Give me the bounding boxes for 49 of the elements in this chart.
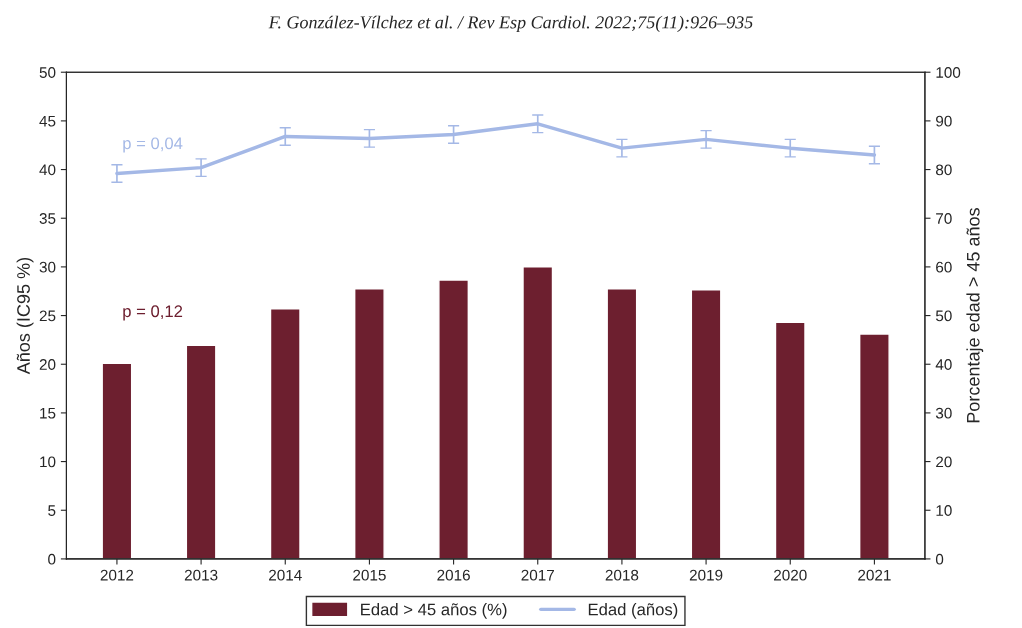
y2-tick-label: 90 bbox=[936, 115, 952, 127]
legend-label: Edad > 45 años (%) bbox=[361, 603, 507, 619]
x-tick-label: 2013 bbox=[184, 569, 218, 581]
bar bbox=[185, 344, 217, 559]
y2-tick-label: 80 bbox=[935, 164, 952, 176]
bar bbox=[606, 288, 638, 559]
x-tick-label: 2012 bbox=[100, 569, 134, 581]
bar bbox=[353, 288, 385, 559]
y2-tick-label: 60 bbox=[936, 261, 952, 273]
bar bbox=[101, 362, 133, 559]
annotation: p = 0,04 bbox=[123, 137, 183, 153]
legend-label: Edad (años) bbox=[588, 603, 678, 619]
x-tick-label: 2014 bbox=[269, 569, 302, 581]
y2-tick-label: 20 bbox=[936, 456, 952, 468]
y-tick-label: 40 bbox=[39, 164, 56, 176]
y-tick-label: 25 bbox=[39, 310, 56, 322]
x-tick-label: 2018 bbox=[605, 569, 639, 581]
x-tick-label: 2021 bbox=[858, 569, 891, 581]
y-tick-label: 10 bbox=[40, 456, 56, 468]
bar bbox=[438, 279, 470, 559]
y2-tick-label: 50 bbox=[935, 310, 952, 322]
y-tick-label: 50 bbox=[39, 67, 56, 78]
y-tick-label: 20 bbox=[39, 359, 56, 370]
bar bbox=[522, 266, 554, 559]
y-tick-label: 30 bbox=[39, 261, 56, 273]
y2-axis-title: Porcentaje edad > 45 años bbox=[966, 208, 984, 423]
y2-tick-label: 30 bbox=[935, 407, 952, 419]
y2-tick-label: 0 bbox=[935, 553, 944, 565]
y-axis-title: Años (IC95 %) bbox=[16, 257, 34, 375]
bar bbox=[690, 289, 722, 559]
y2-tick-label: 100 bbox=[936, 67, 961, 78]
y2-tick-label: 10 bbox=[936, 505, 952, 516]
x-tick-label: 2015 bbox=[353, 569, 386, 581]
bar bbox=[269, 308, 301, 559]
y2-tick-label: 40 bbox=[935, 359, 952, 370]
y-tick-label: 0 bbox=[48, 553, 56, 565]
y-tick-label: 45 bbox=[39, 115, 56, 127]
x-tick-label: 2017 bbox=[521, 569, 554, 581]
y-tick-label: 5 bbox=[48, 505, 56, 516]
bar bbox=[774, 321, 806, 559]
x-tick-label: 2020 bbox=[774, 569, 807, 581]
y2-tick-label: 70 bbox=[936, 213, 952, 224]
bar bbox=[858, 333, 890, 559]
y-tick-label: 35 bbox=[39, 213, 56, 224]
x-tick-label: 2016 bbox=[437, 569, 470, 581]
annotation: p = 0,12 bbox=[123, 305, 183, 321]
chart-title: F. González-Vílchez et al. / Rev Esp Cardiol. 2022;75(11):926–935 bbox=[268, 15, 753, 33]
x-tick-label: 2019 bbox=[689, 569, 723, 581]
y-tick-label: 15 bbox=[40, 407, 56, 419]
